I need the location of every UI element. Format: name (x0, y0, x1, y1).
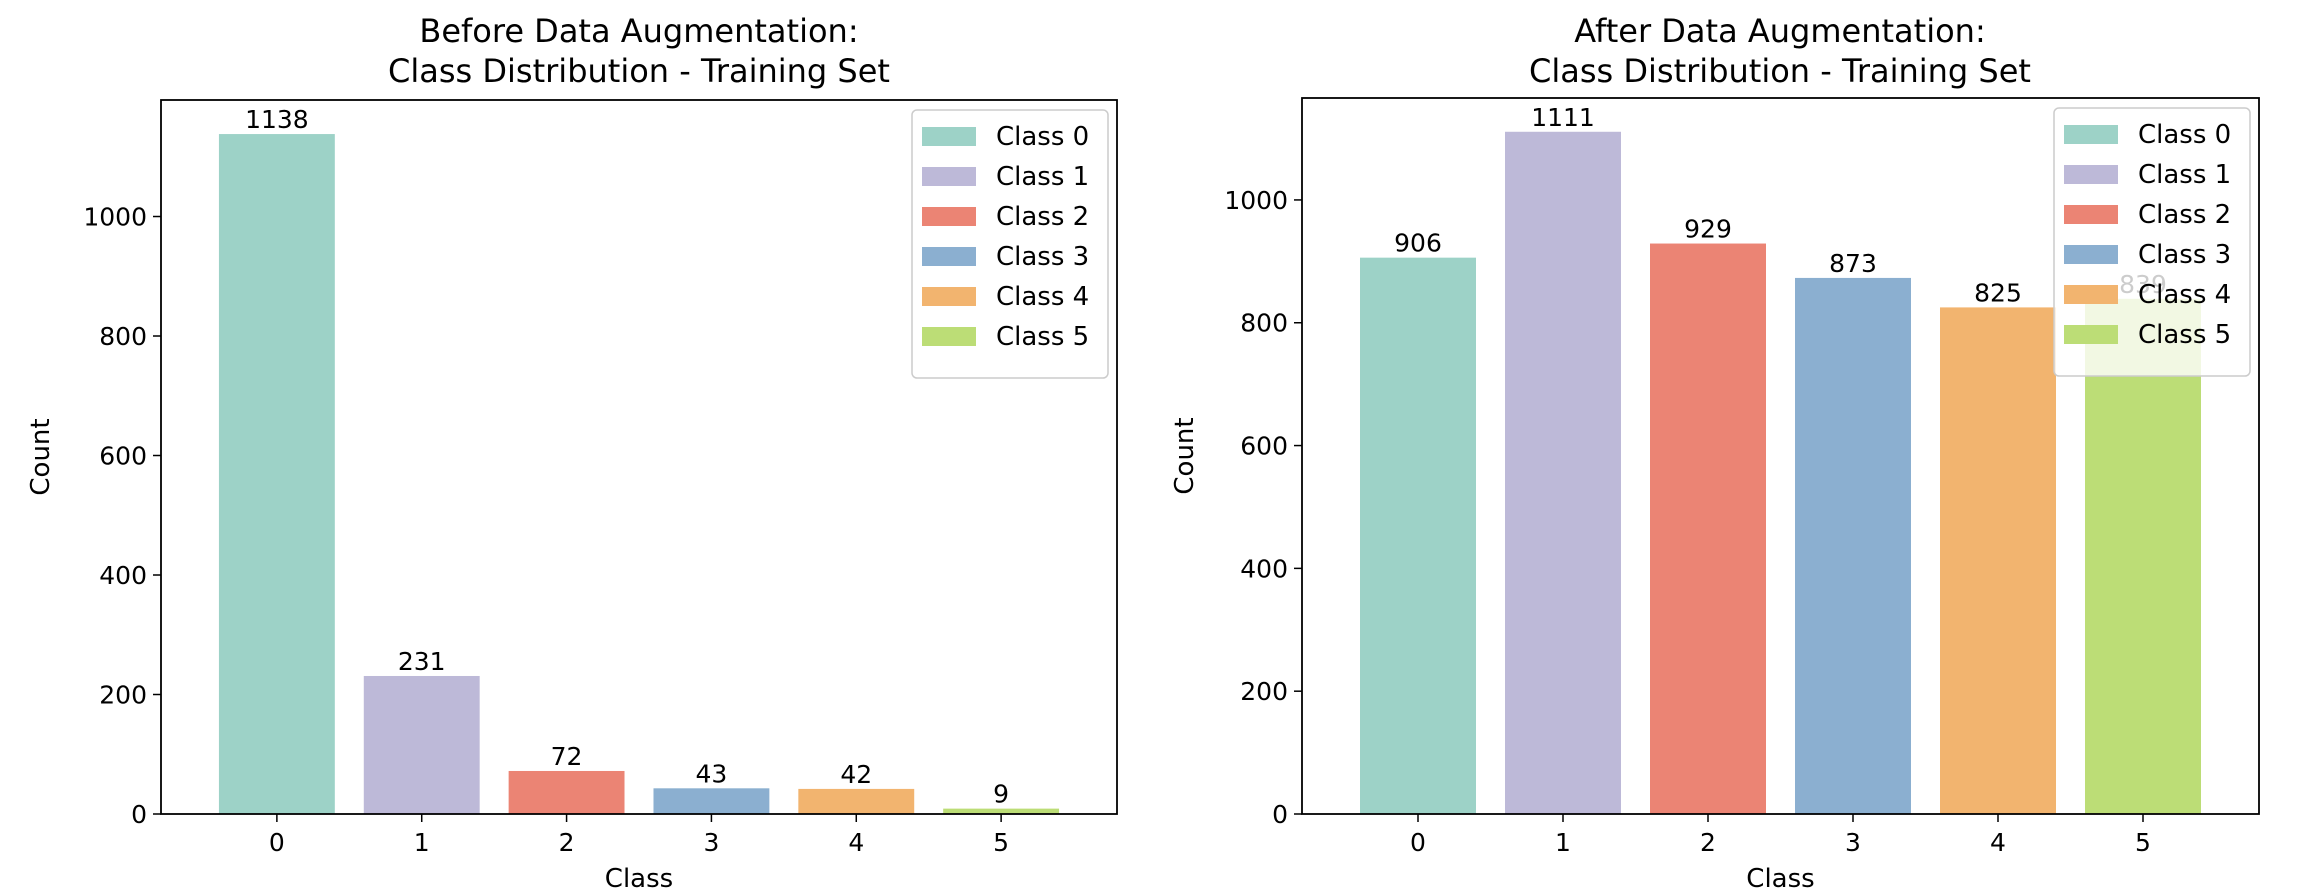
chart-panel-2: After Data Augmentation: Class Distributi… (1170, 12, 2260, 894)
legend-label: Class 2 (2138, 200, 2231, 230)
legend-swatch (922, 247, 976, 266)
chart-title-line: Class Distribution - Training Set (1529, 52, 2031, 90)
y-tick-label: 400 (99, 561, 147, 590)
bar (1360, 257, 1476, 814)
legend-swatch (2064, 285, 2118, 304)
axes-frame (1301, 97, 2260, 815)
x-tick-label: 3 (703, 828, 719, 857)
legend-swatch (2064, 325, 2118, 344)
data-label: 929 (1684, 215, 1732, 244)
y-tick-label: 800 (99, 322, 147, 351)
legend-label: Class 1 (996, 162, 1089, 192)
bar (1940, 307, 2056, 814)
data-label: 231 (398, 647, 446, 676)
legend-label: Class 4 (996, 282, 1089, 312)
legend-swatch (2064, 245, 2118, 264)
legend-label: Class 4 (2138, 280, 2231, 310)
bar (653, 788, 770, 814)
y-tick-label: 200 (1240, 677, 1288, 706)
x-tick-label: 1 (1555, 828, 1571, 857)
data-label: 825 (1974, 278, 2022, 307)
legend-swatch (922, 207, 976, 226)
x-tick-label: 2 (1700, 828, 1716, 857)
legend-label: Class 5 (2138, 320, 2231, 350)
legend-swatch (922, 327, 976, 346)
x-tick-label: 3 (1845, 828, 1861, 857)
x-tick-label: 0 (269, 828, 285, 857)
data-label: 42 (840, 760, 872, 789)
y-tick-label: 600 (1240, 432, 1288, 461)
y-tick-label: 400 (1240, 554, 1288, 583)
bar (2085, 298, 2201, 814)
x-tick-label: 5 (993, 828, 1009, 857)
x-tick-label: 0 (1410, 828, 1426, 857)
chart-title-line: Class Distribution - Training Set (388, 52, 890, 90)
bar (1650, 243, 1766, 814)
bar (508, 770, 625, 814)
legend-swatch (922, 287, 976, 306)
data-label: 873 (1829, 249, 1877, 278)
x-tick-label: 4 (1990, 828, 2006, 857)
chart-title: Before Data Augmentation: Class Distribut… (388, 12, 890, 90)
axes-frame (160, 99, 1118, 815)
legend-swatch (2064, 205, 2118, 224)
x-tick-label: 2 (559, 828, 575, 857)
y-axis-label: Count (1170, 417, 1200, 494)
legend-label: Class 3 (2138, 240, 2231, 270)
legend: Class 0 Class 1 Class 2 Class 3 Class 4 Class… (911, 109, 1109, 379)
chart-title-line: Before Data Augmentation: (419, 12, 858, 50)
bar (1795, 277, 1911, 814)
legend-label: Class 0 (996, 122, 1089, 152)
data-label: 43 (696, 759, 728, 788)
chart-panel-1: Before Data Augmentation: Class Distribut… (26, 12, 1118, 894)
legend-label: Class 3 (996, 242, 1089, 272)
legend-swatch (2064, 125, 2118, 144)
data-label: 9 (993, 780, 1009, 809)
legend-label: Class 2 (996, 202, 1089, 232)
bar (363, 675, 480, 814)
data-label: 1111 (1531, 103, 1595, 132)
y-tick-label: 1000 (1224, 186, 1288, 215)
legend-label: Class 5 (996, 322, 1089, 352)
legend-swatch (2064, 165, 2118, 184)
x-axis-label: Class (1746, 864, 1814, 894)
y-axis-label: Count (26, 418, 56, 495)
y-tick-label: 600 (99, 442, 147, 471)
bar (943, 808, 1060, 814)
y-tick-label: 0 (131, 800, 147, 829)
legend-swatch (922, 167, 976, 186)
y-tick-label: 0 (1272, 800, 1288, 829)
x-axis-label: Class (605, 864, 673, 894)
data-label: 906 (1394, 229, 1442, 258)
chart-title-line: After Data Augmentation: (1574, 12, 1985, 50)
legend-label: Class 1 (2138, 160, 2231, 190)
data-label: 1138 (245, 105, 309, 134)
x-tick-label: 4 (848, 828, 864, 857)
legend-swatch (922, 127, 976, 146)
y-tick-label: 200 (99, 681, 147, 710)
legend: Class 0 Class 1 Class 2 Class 3 Class 4 Class… (2053, 107, 2251, 377)
legend-label: Class 0 (2138, 120, 2231, 150)
data-label: 72 (551, 742, 583, 771)
y-tick-label: 1000 (83, 203, 147, 232)
x-tick-label: 5 (2135, 828, 2151, 857)
y-tick-label: 800 (1240, 309, 1288, 338)
bar (1505, 131, 1621, 815)
chart-title: After Data Augmentation: Class Distributi… (1529, 12, 2031, 90)
x-tick-label: 1 (414, 828, 430, 857)
bar (798, 788, 915, 814)
bar (218, 134, 335, 815)
